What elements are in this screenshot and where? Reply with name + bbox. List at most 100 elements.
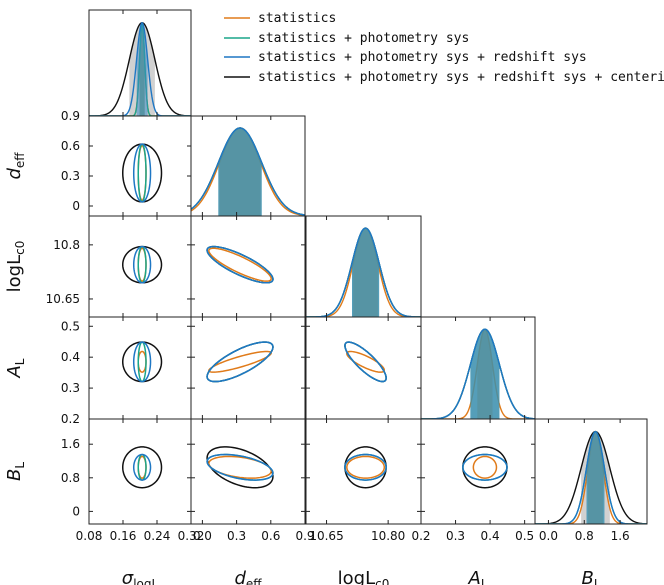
yaxis-label-deff: deff (4, 152, 27, 180)
contour-logLc0-BL-2 (344, 453, 387, 481)
panel-frame-BL-BL (534, 418, 648, 525)
ytick-label-deff-1: 0.3 (61, 169, 80, 183)
panel-content-AL-sigma (122, 341, 163, 383)
panel-content-AL-AL (421, 328, 535, 419)
panel-content-deff-sigma (122, 143, 163, 203)
xaxis-label-logLc0: logLc0 (338, 568, 390, 585)
contour-logLc0-AL-1 (344, 341, 387, 383)
contour-sigma-deff-3 (122, 143, 163, 203)
contour-AL-BL-0 (472, 455, 498, 479)
panel-frame-logLc0-sigma (88, 215, 192, 318)
ytick-label-deff-3: 0.9 (61, 109, 80, 123)
panel-content-AL-logLc0 (344, 341, 387, 383)
xtick-label-BL-0: 0.0 (539, 529, 558, 543)
contour-deff-logLc0-0 (208, 247, 272, 282)
xtick-label-AL-3: 0.5 (515, 529, 534, 543)
ytick-label-logLc0-1: 10.8 (53, 238, 80, 252)
contour-sigma-AL-3 (122, 341, 163, 383)
ytick-label-AL-1: 0.3 (61, 381, 80, 395)
band-AL-2 (470, 329, 500, 419)
panel-frame-BL-sigma (88, 418, 192, 525)
contour-sigma-deff-2 (132, 143, 152, 203)
xtick-label-AL-0: 0.2 (411, 529, 430, 543)
contour-sigma-BL-3 (122, 446, 163, 489)
pdf-sigma-3 (89, 22, 191, 116)
contour-sigma-BL-1 (137, 453, 147, 481)
contour-AL-BL-3 (462, 446, 508, 489)
panel-content-BL-BL (535, 430, 647, 524)
ytick-label-deff-0: 0 (72, 199, 80, 213)
contour-sigma-logLc0-1 (137, 245, 147, 284)
panel-content-BL-AL (462, 446, 508, 489)
pdf-deff-2 (191, 127, 305, 216)
legend-label-0: statistics (258, 11, 336, 26)
panel-content-BL-sigma (122, 446, 163, 489)
contour-deff-logLc0-2 (206, 245, 274, 284)
yaxis-label-logLc0: logLc0 (4, 241, 27, 293)
band-sigma-2 (136, 22, 148, 116)
panel-frame-BL-logLc0 (305, 418, 422, 525)
panel-content-BL-deff (206, 446, 274, 489)
ytick-label-AL-0: 0.2 (61, 412, 80, 426)
contour-sigma-BL-2 (132, 453, 152, 481)
xtick-label-sigma-0: 0.08 (76, 529, 103, 543)
panel-frame-BL-deff (190, 418, 306, 525)
pdf-BL-3 (535, 430, 647, 524)
yaxis-label-BL: BL (4, 462, 27, 481)
band-BL-2 (586, 431, 605, 524)
panel-content-deff-deff (191, 127, 305, 216)
contour-logLc0-BL-3 (344, 446, 387, 489)
xtick-label-logLc0-1: 10.80 (371, 529, 405, 543)
xtick-label-BL-1: 0.8 (575, 529, 594, 543)
panel-frame-BL-AL (420, 418, 536, 525)
xtick-label-deff-3: 0.9 (295, 529, 314, 543)
band-logLc0-2 (352, 228, 380, 317)
panel-frame-AL-deff (190, 316, 306, 420)
panel-frame-AL-logLc0 (305, 316, 422, 420)
contour-deff-logLc0-3 (206, 245, 274, 284)
contour-logLc0-AL-2 (344, 341, 387, 383)
legend-label-2: statistics + photometry sys + redshift s… (258, 50, 587, 65)
xtick-label-sigma-2: 0.24 (144, 529, 171, 543)
panel-frame-logLc0-deff (190, 215, 306, 318)
contour-sigma-AL-2 (132, 341, 152, 383)
yaxis-label-AL: AL (4, 358, 27, 378)
panel-content-AL-deff (206, 341, 274, 383)
contour-deff-logLc0-1 (206, 245, 274, 284)
xtick-label-deff-2: 0.6 (261, 529, 280, 543)
ytick-label-AL-3: 0.5 (61, 319, 80, 333)
contour-AL-BL-2 (462, 453, 508, 481)
xtick-label-deff-0: 0.0 (193, 529, 212, 543)
contour-deff-AL-2 (206, 341, 274, 383)
pdf-AL-2 (421, 328, 535, 419)
panel-content-logLc0-deff (206, 245, 274, 284)
ytick-label-AL-2: 0.4 (61, 350, 80, 364)
ytick-label-logLc0-0: 10.65 (46, 292, 80, 306)
pdf-sigma-2 (89, 22, 191, 116)
panel-content-sigma-sigma (89, 22, 191, 116)
contour-sigma-AL-0 (137, 350, 147, 373)
xtick-label-deff-1: 0.3 (227, 529, 246, 543)
panel-content-logLc0-logLc0 (306, 227, 421, 317)
contour-deff-BL-2 (206, 453, 274, 481)
contour-sigma-logLc0-3 (122, 245, 163, 284)
xtick-label-sigma-1: 0.16 (110, 529, 137, 543)
xaxis-label-BL: BL (581, 568, 600, 585)
xtick-label-sigma-3: 0.32 (178, 529, 205, 543)
xtick-label-AL-1: 0.3 (446, 529, 465, 543)
contour-sigma-logLc0-2 (132, 245, 152, 284)
ytick-label-BL-2: 1.6 (61, 437, 80, 451)
panel-content-logLc0-sigma (122, 245, 163, 284)
contour-deff-BL-3 (206, 446, 274, 489)
panel-content-BL-logLc0 (344, 446, 387, 489)
xaxis-label-deff: deff (234, 568, 262, 585)
legend-label-1: statistics + photometry sys (258, 31, 469, 46)
contour-sigma-AL-1 (137, 341, 147, 383)
ytick-label-BL-1: 0.8 (61, 471, 80, 485)
xtick-label-logLc0-0: 10.65 (309, 529, 343, 543)
contour-logLc0-AL-0 (346, 350, 386, 373)
legend-label-3: statistics + photometry sys + redshift s… (258, 70, 664, 85)
xaxis-label-AL: AL (467, 568, 487, 585)
pdf-logLc0-2 (306, 227, 421, 317)
